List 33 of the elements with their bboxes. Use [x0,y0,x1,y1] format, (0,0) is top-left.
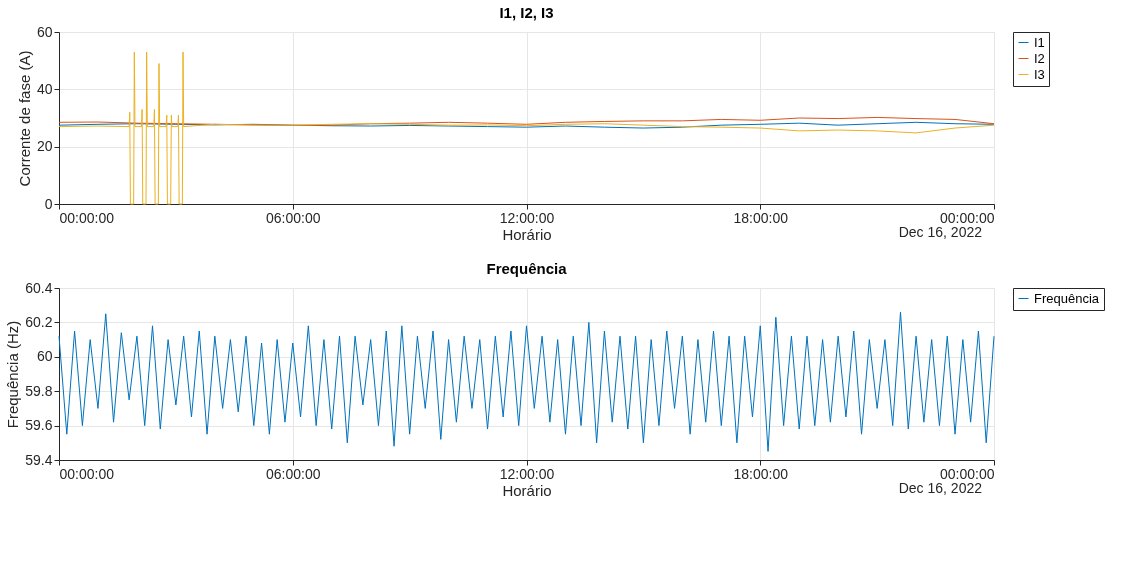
x-axis-title: Horário [502,481,552,499]
y-tick-label: 20 [36,138,53,155]
y-tick-label: 59.4 [25,451,53,468]
y-tick-label: 40 [36,80,53,97]
chart-title: Frequência [486,260,568,277]
y-tick-label: 59.8 [25,382,53,399]
x-tick-label: 00:00:00 [940,465,995,482]
y-axis-title: Corrente de fase (A) [15,50,33,187]
line-series [58,311,995,452]
x-tick-label: 00:00:00 [940,209,995,226]
y-tick-label: 60 [36,23,53,40]
x-tick-label: 18:00:00 [733,209,789,226]
y-tick-label: 60.4 [25,279,53,296]
y-tick-label: 59.6 [25,417,53,434]
x-tick-label: 18:00:00 [733,465,789,482]
x-tick-label: 00:00:00 [59,209,115,226]
x-tick-label: 06:00:00 [266,465,321,482]
text: Dec 16, 2022 [898,480,983,496]
x-tick-label: 00:00:00 [59,465,115,482]
y-axis-title: Frequência (Hz) [4,320,22,429]
y-tick-label: 0 [44,195,53,212]
y-tick-label: 60.2 [25,313,53,330]
x-tick-label: 12:00:00 [499,465,555,482]
chart-title: I1, I2, I3 [499,4,554,21]
legend-label: Frequência [1034,290,1100,306]
legend-label: I2 [1034,50,1045,66]
legend-label: I1 [1034,34,1045,50]
x-tick-label: 06:00:00 [266,209,321,226]
x-axis-title: Horário [502,225,552,243]
x-tick-label: 12:00:00 [499,209,555,226]
legend-label: I3 [1034,66,1045,82]
y-tick-label: 60 [36,348,53,365]
text: Dec 16, 2022 [898,224,983,240]
